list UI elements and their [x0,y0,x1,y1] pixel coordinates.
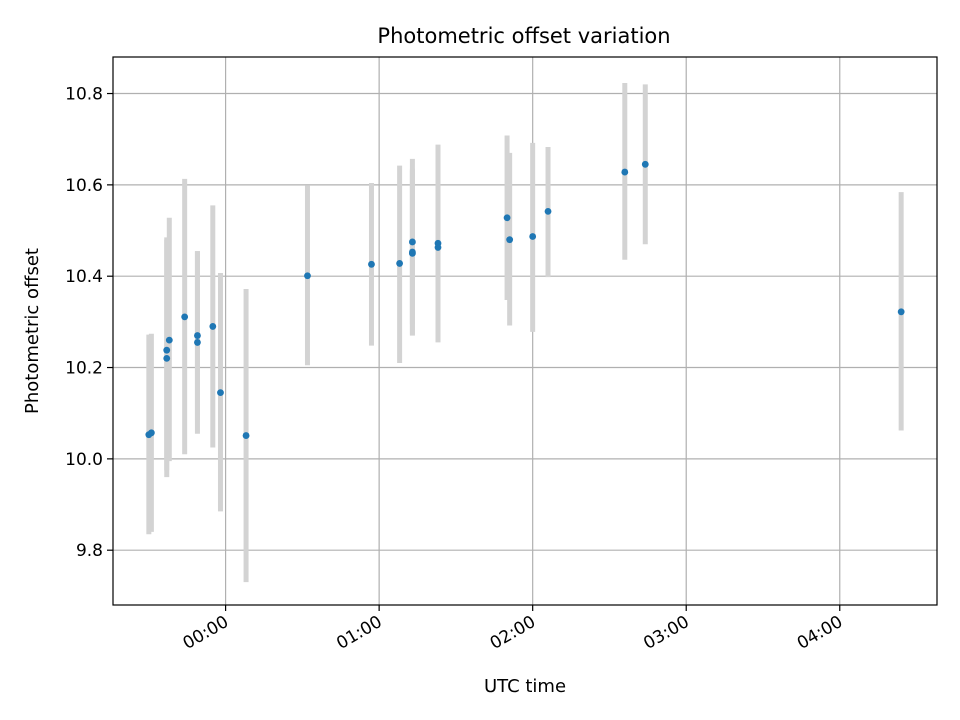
data-point [163,355,171,362]
y-tick-label: 10.0 [65,450,103,470]
y-tick-label: 10.6 [65,176,103,196]
data-point [217,389,224,397]
data-point [194,332,201,339]
y-axis-ticks: 9.8 10.0 10.2 10.4 10.6 10.8 [65,85,113,561]
x-tick-label: 01:00 [333,612,385,654]
data-point [409,238,416,246]
x-axis-label: UTC time [484,676,566,697]
grid [113,57,937,605]
y-axis-label: Photometric offset [22,248,43,414]
data-point [434,244,442,251]
data-point [396,260,404,267]
data-points [145,160,905,439]
x-tick-label: 03:00 [640,612,692,654]
x-tick-label: 02:00 [487,612,539,654]
y-tick-label: 9.8 [76,541,103,561]
x-tick-label: 04:00 [794,612,846,654]
y-tick-label: 10.8 [65,85,103,105]
data-point [242,432,250,439]
data-point [165,336,173,344]
data-point [529,233,537,240]
x-tick-label: 00:00 [180,612,232,654]
data-point [503,214,511,222]
data-point [897,308,905,316]
data-point [506,236,514,244]
data-point [409,248,416,256]
data-point [194,339,201,346]
data-point [163,346,171,354]
data-point [621,168,629,176]
x-axis-ticks: 00:00 01:00 02:00 03:00 04:00 [180,605,846,654]
data-point [368,260,375,268]
error-bars [146,83,904,583]
data-point [147,429,155,437]
chart-title: Photometric offset variation [377,24,670,48]
y-tick-label: 10.4 [65,267,103,287]
data-point [181,313,189,321]
plot-frame [112,56,938,606]
data-point [641,160,649,168]
y-tick-label: 10.2 [65,359,103,379]
data-point [209,323,217,330]
data-point [544,207,552,215]
data-point [304,272,311,280]
